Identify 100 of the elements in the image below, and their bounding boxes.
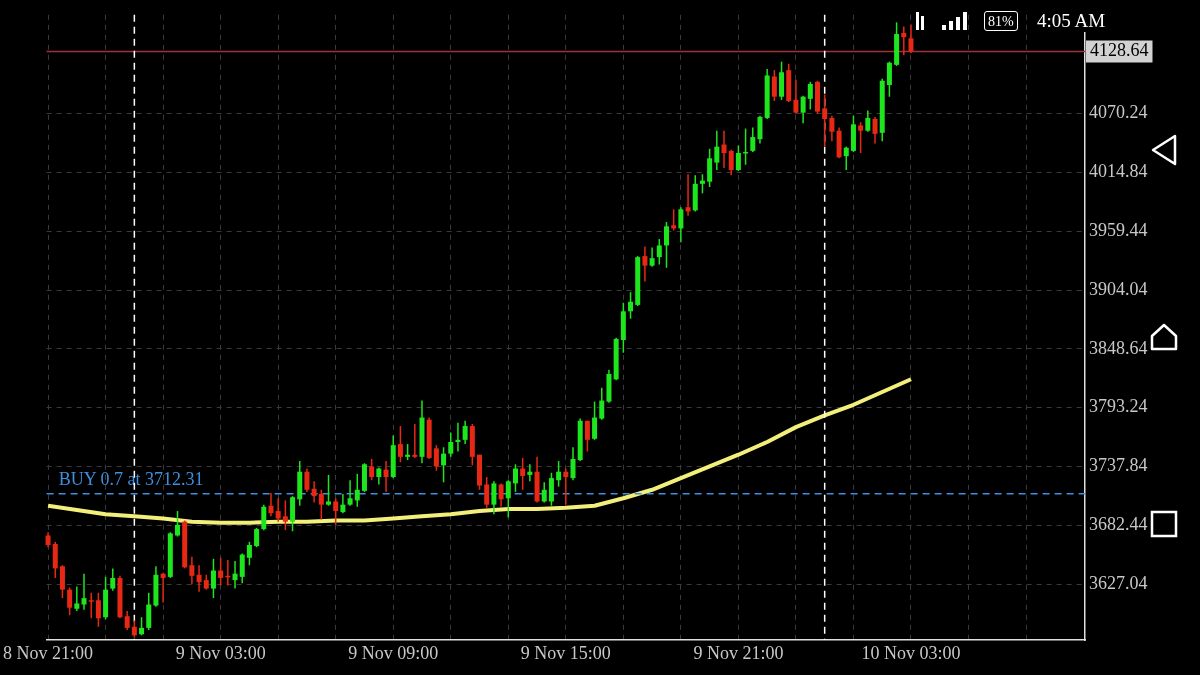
candlestick xyxy=(628,291,634,320)
candlestick xyxy=(671,208,677,232)
candlestick xyxy=(908,23,914,54)
candlestick xyxy=(139,616,145,637)
x-tick-label: 8 Nov 21:00 xyxy=(3,642,94,663)
x-tick-label: 9 Nov 09:00 xyxy=(348,642,439,663)
ref-line-label: BUY 0.7 at 3712.31 xyxy=(58,469,204,490)
candlestick xyxy=(541,481,547,504)
candlestick xyxy=(858,121,864,154)
candlestick xyxy=(548,472,554,507)
candlestick xyxy=(311,480,317,504)
candlestick xyxy=(563,467,569,506)
battery-icon: 81% xyxy=(984,11,1018,31)
candlestick xyxy=(592,400,598,441)
candlestick xyxy=(246,541,252,566)
candlestick xyxy=(74,585,80,612)
candlestick xyxy=(556,460,562,488)
y-tick-label: 3737.84 xyxy=(1089,455,1148,476)
x-tick-label: 10 Nov 03:00 xyxy=(861,642,961,663)
annotation: 4:05 AM xyxy=(1034,10,1109,32)
x-tick-label: 9 Nov 21:00 xyxy=(693,642,784,663)
candlestick xyxy=(110,567,116,592)
candlestick xyxy=(189,555,195,586)
candlestick xyxy=(59,564,65,599)
candlestick xyxy=(800,94,806,125)
candlestick xyxy=(333,497,339,526)
candlestick xyxy=(656,238,662,266)
candlestick xyxy=(232,560,238,590)
candlestick xyxy=(491,480,497,515)
candlestick xyxy=(757,115,763,145)
candlestick xyxy=(527,463,533,483)
y-tick-label: 3793.24 xyxy=(1089,396,1148,417)
candlestick xyxy=(584,419,590,453)
candlestick xyxy=(707,148,713,188)
candlestick xyxy=(642,245,648,283)
candlestick xyxy=(160,571,166,604)
candlestick xyxy=(685,173,691,217)
candlestick xyxy=(512,463,518,493)
candlestick xyxy=(793,78,799,115)
candlestick xyxy=(304,467,310,493)
y-tick-label: 3848.64 xyxy=(1089,337,1148,358)
candlestick xyxy=(455,422,461,453)
candlestick xyxy=(807,81,813,111)
candlestick xyxy=(750,126,756,153)
candlestick xyxy=(721,129,727,169)
candlestick xyxy=(282,499,288,531)
candlestick xyxy=(210,558,216,599)
candlestick xyxy=(735,144,741,172)
candlestick xyxy=(326,474,332,507)
candlestick xyxy=(81,572,87,611)
y-tick-label: 3682.44 xyxy=(1089,514,1148,535)
candlestick xyxy=(462,419,468,445)
candlestick xyxy=(498,482,504,508)
candlestick xyxy=(699,173,705,195)
ref-line-label: 4128.64 xyxy=(1090,40,1149,61)
candlestick xyxy=(441,446,447,484)
y-tick-label: 4070.24 xyxy=(1089,102,1148,123)
candlestick xyxy=(886,60,892,98)
candlestick xyxy=(570,446,576,481)
candlestick xyxy=(95,592,101,628)
candlestick xyxy=(872,116,878,145)
y-tick-label: 4014.84 xyxy=(1089,161,1148,182)
candlestick xyxy=(484,476,490,509)
candlestick xyxy=(678,206,684,243)
candlestick xyxy=(146,592,152,631)
candlestick xyxy=(649,246,655,268)
candlestick xyxy=(268,492,274,518)
candlestick xyxy=(369,458,375,481)
candlestick xyxy=(196,564,202,593)
candlestick xyxy=(901,25,907,57)
candlestick xyxy=(175,510,180,538)
candlestick xyxy=(261,503,267,531)
candlestick xyxy=(383,460,389,493)
y-tick-label: 3904.04 xyxy=(1089,278,1148,299)
candlestick xyxy=(347,479,353,507)
candlestick xyxy=(239,552,245,585)
x-tick-label: 9 Nov 15:00 xyxy=(520,642,611,663)
candlestick xyxy=(67,586,73,616)
candlestick xyxy=(340,493,346,514)
candlestick xyxy=(433,444,439,472)
y-tick-label: 3627.04 xyxy=(1089,573,1148,594)
candlestick xyxy=(663,221,669,269)
candlestick xyxy=(254,527,260,548)
candlestick xyxy=(88,592,94,620)
candlestick xyxy=(714,129,720,171)
y-tick-label: 3959.44 xyxy=(1089,219,1148,240)
candlestick xyxy=(218,557,224,587)
candlestick xyxy=(728,149,734,177)
candlestick xyxy=(124,610,130,631)
candlestick xyxy=(275,497,281,523)
candlestick xyxy=(520,457,526,491)
candlestick xyxy=(865,109,871,133)
candlestick xyxy=(599,387,605,421)
candlestick xyxy=(318,489,324,521)
candlestick xyxy=(354,473,360,508)
candlestick xyxy=(822,93,828,148)
candlestick xyxy=(448,431,454,458)
candlestick xyxy=(412,423,418,459)
candlestick xyxy=(505,479,511,519)
candlestick xyxy=(829,115,835,143)
